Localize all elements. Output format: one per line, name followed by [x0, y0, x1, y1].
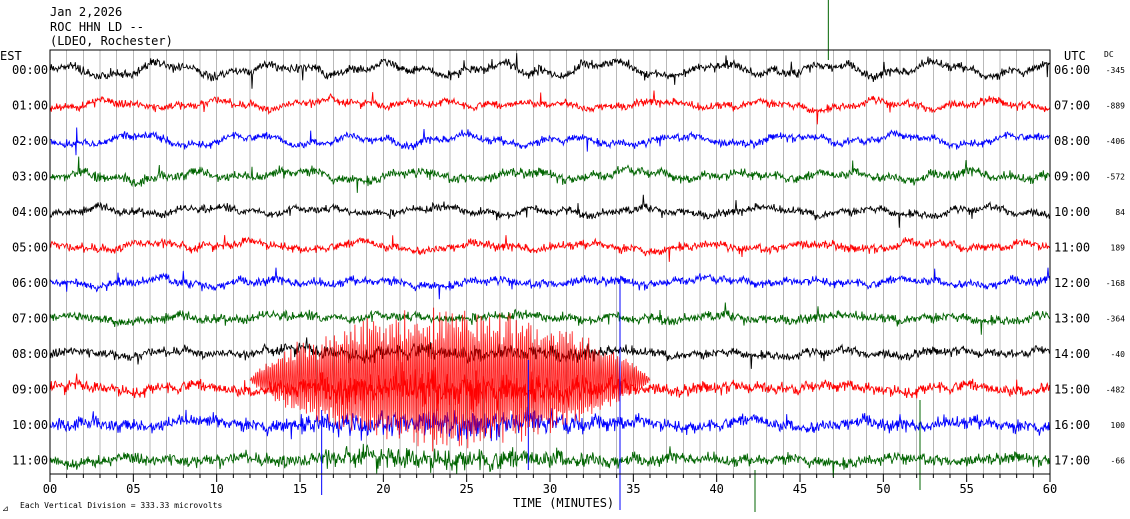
- est-axis-label: EST: [0, 49, 22, 63]
- utc-hour-label: 14:00: [1054, 347, 1090, 361]
- dc-offset-value: 100: [1111, 421, 1126, 430]
- utc-hour-label: 13:00: [1054, 312, 1090, 326]
- x-tick-label: 20: [376, 482, 390, 496]
- utc-hour-label: 11:00: [1054, 241, 1090, 255]
- seismic-trace: [49, 443, 1051, 477]
- seismic-trace: [49, 267, 1051, 300]
- x-axis-title: TIME (MINUTES): [513, 496, 614, 510]
- dc-offset-value: 84: [1115, 208, 1125, 217]
- seismic-trace: [49, 127, 1051, 156]
- dc-offset-value: -364: [1106, 315, 1125, 324]
- seismic-traces: [49, 0, 1051, 512]
- utc-hour-label: 08:00: [1054, 134, 1090, 148]
- x-tick-label: 10: [209, 482, 223, 496]
- x-tick-label: 45: [793, 482, 807, 496]
- x-tick-label: 15: [293, 482, 307, 496]
- seismic-trace: [49, 156, 1051, 193]
- utc-hour-label: 16:00: [1054, 418, 1090, 432]
- est-hour-label: 05:00: [12, 241, 48, 255]
- x-tick-label: 60: [1043, 482, 1057, 496]
- x-tick-label: 40: [709, 482, 723, 496]
- station-name: ROC HHN LD --: [50, 20, 144, 34]
- seismic-trace: [49, 302, 1051, 335]
- est-hour-label: 09:00: [12, 383, 48, 397]
- dc-offset-value: -40: [1111, 350, 1126, 359]
- x-tick-label: 00: [43, 482, 57, 496]
- dc-offset-value: -66: [1111, 457, 1126, 466]
- est-hour-label: 08:00: [12, 347, 48, 361]
- est-hour-label: 10:00: [12, 418, 48, 432]
- x-tick-label: 35: [626, 482, 640, 496]
- dc-offset-value: -168: [1106, 279, 1125, 288]
- est-hour-label: 01:00: [12, 99, 48, 113]
- dc-offset-value: -889: [1106, 102, 1125, 111]
- seismic-trace: [49, 90, 1051, 125]
- dc-column-label: DC: [1104, 50, 1114, 59]
- x-tick-label: 30: [543, 482, 557, 496]
- x-tick-label: 25: [459, 482, 473, 496]
- seismic-trace: [49, 53, 1051, 89]
- est-hour-label: 07:00: [12, 312, 48, 326]
- utc-hour-label: 17:00: [1054, 454, 1090, 468]
- utc-hour-label: 15:00: [1054, 383, 1090, 397]
- utc-axis-label: UTC: [1064, 49, 1086, 63]
- est-hour-label: 03:00: [12, 170, 48, 184]
- dc-offset-value: 189: [1111, 244, 1126, 253]
- dc-offset-value: -572: [1106, 173, 1125, 182]
- chart-title: Jan 2,2026: [50, 5, 122, 19]
- scale-note: Each Vertical Division = 333.33 microvol…: [20, 501, 222, 510]
- dc-offset-value: -482: [1106, 386, 1125, 395]
- x-tick-label: 50: [876, 482, 890, 496]
- seismic-trace: [49, 235, 1051, 262]
- est-hour-label: 11:00: [12, 454, 48, 468]
- dc-offset-value: -406: [1106, 137, 1125, 146]
- seismic-trace: [49, 194, 1051, 228]
- scale-glyph: ⊿: [2, 504, 9, 513]
- dc-offset-value: -345: [1106, 66, 1125, 75]
- station-location: (LDEO, Rochester): [50, 34, 173, 48]
- x-tick-label: 05: [126, 482, 140, 496]
- event-wave-train: [249, 307, 651, 452]
- est-hour-label: 04:00: [12, 205, 48, 219]
- plot-frame: [49, 49, 1051, 475]
- utc-hour-label: 12:00: [1054, 276, 1090, 290]
- est-hour-label: 02:00: [12, 134, 48, 148]
- est-hour-label: 06:00: [12, 276, 48, 290]
- labels: Jan 2,2026 ROC HHN LD -- (LDEO, Rocheste…: [0, 5, 1125, 513]
- utc-hour-label: 07:00: [1054, 99, 1090, 113]
- x-tick-label: 55: [959, 482, 973, 496]
- est-hour-label: 00:00: [12, 63, 48, 77]
- utc-hour-label: 06:00: [1054, 63, 1090, 77]
- utc-hour-label: 10:00: [1054, 205, 1090, 219]
- utc-hour-label: 09:00: [1054, 170, 1090, 184]
